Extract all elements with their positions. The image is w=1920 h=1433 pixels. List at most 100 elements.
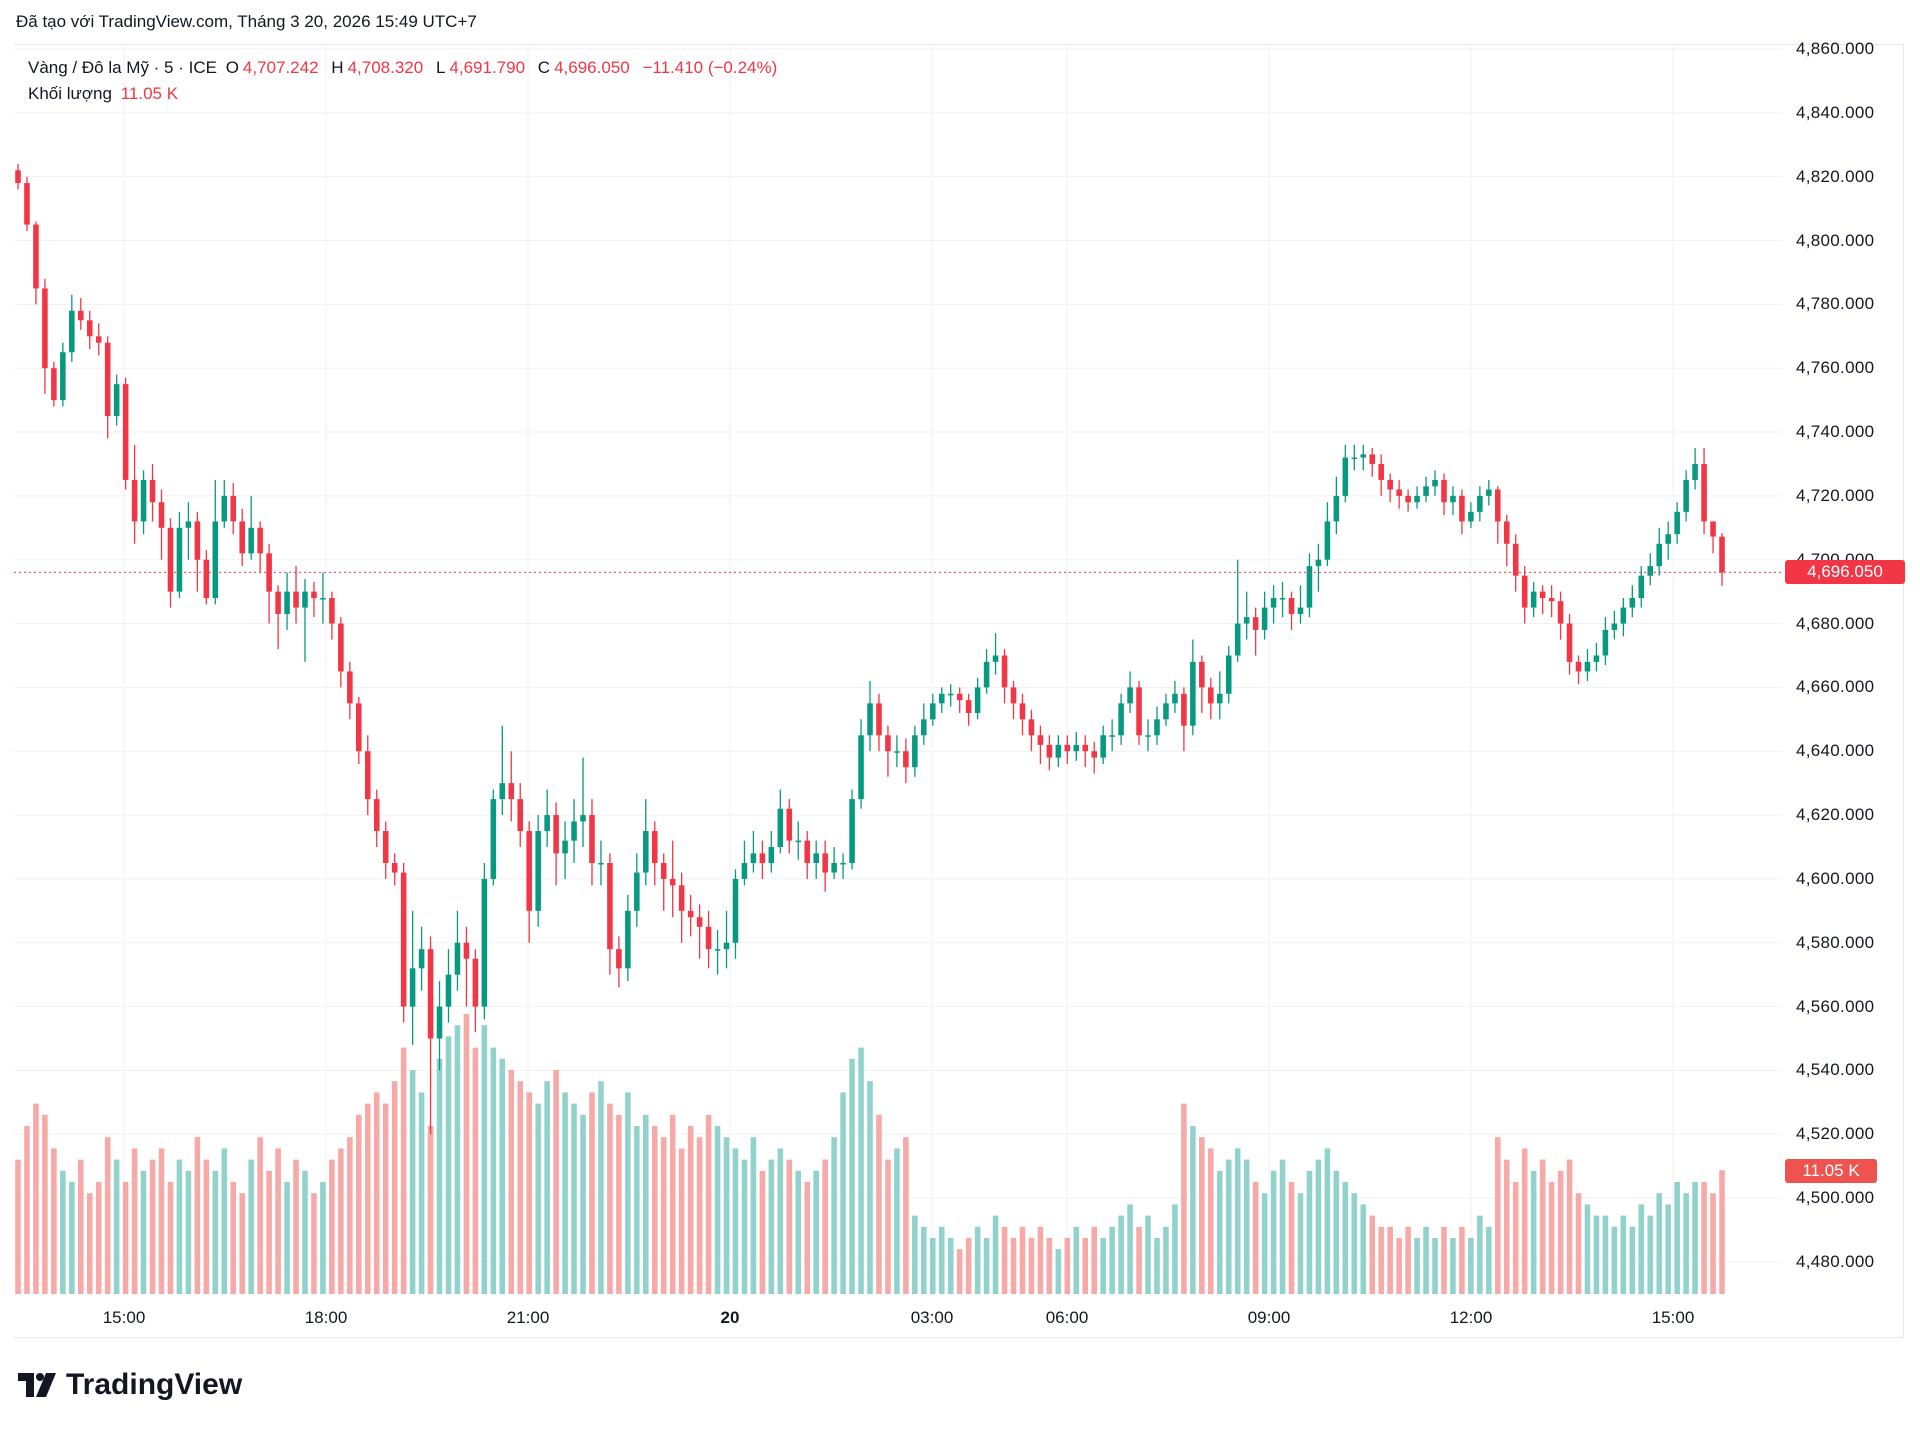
candle[interactable] bbox=[867, 681, 873, 752]
candle[interactable] bbox=[95, 323, 102, 356]
candle[interactable] bbox=[167, 518, 174, 608]
candle[interactable] bbox=[768, 831, 775, 873]
candle[interactable] bbox=[813, 840, 819, 879]
candle[interactable] bbox=[418, 926, 425, 991]
candle[interactable] bbox=[1315, 543, 1322, 592]
candle[interactable] bbox=[580, 757, 586, 847]
candle[interactable] bbox=[1683, 470, 1689, 522]
candle[interactable] bbox=[1602, 617, 1609, 666]
candle[interactable] bbox=[427, 936, 434, 1135]
candle[interactable] bbox=[356, 696, 362, 765]
candle[interactable] bbox=[894, 735, 900, 768]
candle[interactable] bbox=[51, 361, 57, 407]
candle[interactable] bbox=[311, 582, 317, 618]
candle[interactable] bbox=[956, 687, 963, 713]
candle[interactable] bbox=[400, 862, 407, 1023]
candle[interactable] bbox=[391, 853, 398, 886]
candle[interactable] bbox=[338, 617, 344, 688]
candle[interactable] bbox=[1486, 479, 1492, 506]
candle[interactable] bbox=[481, 862, 488, 1020]
candle[interactable] bbox=[445, 949, 452, 1023]
candle[interactable] bbox=[1647, 553, 1654, 586]
candle[interactable] bbox=[795, 821, 802, 860]
candle[interactable] bbox=[1118, 693, 1124, 745]
candle[interactable] bbox=[373, 789, 380, 847]
candle[interactable] bbox=[1252, 607, 1259, 656]
candle[interactable] bbox=[1261, 591, 1268, 640]
candle[interactable] bbox=[822, 840, 828, 892]
tradingview-logo[interactable]: TradingView bbox=[18, 1368, 242, 1402]
candle[interactable] bbox=[1351, 444, 1358, 471]
candle[interactable] bbox=[1181, 687, 1187, 752]
candle[interactable] bbox=[1620, 598, 1627, 637]
candle[interactable] bbox=[1665, 521, 1671, 560]
candle[interactable] bbox=[1593, 642, 1600, 672]
candle[interactable] bbox=[723, 910, 730, 969]
candle[interactable] bbox=[104, 336, 111, 439]
candle[interactable] bbox=[1010, 681, 1017, 720]
candle[interactable] bbox=[1530, 582, 1537, 618]
candle[interactable] bbox=[544, 789, 550, 847]
candle[interactable] bbox=[1324, 502, 1331, 567]
symbol-label[interactable]: Vàng / Đô la Mỹ · 5 · ICE bbox=[28, 58, 217, 77]
candle[interactable] bbox=[1405, 489, 1411, 512]
candle[interactable] bbox=[1674, 502, 1680, 544]
candle[interactable] bbox=[490, 789, 497, 886]
candle[interactable] bbox=[382, 821, 389, 879]
candle[interactable] bbox=[1566, 613, 1573, 675]
candle[interactable] bbox=[86, 310, 93, 350]
candle[interactable] bbox=[1028, 709, 1035, 752]
candle[interactable] bbox=[983, 649, 990, 694]
candle[interactable] bbox=[1109, 719, 1115, 752]
candle[interactable] bbox=[1360, 444, 1367, 471]
candle[interactable] bbox=[849, 789, 855, 870]
candle[interactable] bbox=[266, 543, 272, 624]
candle[interactable] bbox=[571, 799, 577, 863]
candle[interactable] bbox=[1306, 553, 1313, 618]
candle[interactable] bbox=[24, 176, 30, 231]
candle[interactable] bbox=[212, 479, 219, 605]
candle[interactable] bbox=[831, 847, 837, 879]
candle[interactable] bbox=[1046, 735, 1053, 771]
candle[interactable] bbox=[158, 489, 165, 560]
candle[interactable] bbox=[1450, 486, 1456, 516]
candle[interactable] bbox=[33, 221, 39, 305]
candle[interactable] bbox=[1199, 655, 1205, 713]
candle[interactable] bbox=[1019, 693, 1026, 736]
candle[interactable] bbox=[562, 821, 568, 879]
candle[interactable] bbox=[517, 783, 524, 847]
candle[interactable] bbox=[1001, 649, 1008, 704]
candle[interactable] bbox=[696, 904, 703, 959]
candle[interactable] bbox=[759, 840, 766, 879]
candle[interactable] bbox=[320, 572, 326, 624]
candle[interactable] bbox=[840, 853, 846, 879]
candle[interactable] bbox=[239, 508, 245, 567]
candle[interactable] bbox=[248, 495, 254, 560]
candle[interactable] bbox=[1638, 566, 1645, 608]
candle[interactable] bbox=[1243, 591, 1250, 640]
candle[interactable] bbox=[992, 633, 999, 675]
candle[interactable] bbox=[1432, 470, 1438, 496]
candle[interactable] bbox=[1225, 645, 1232, 704]
candle[interactable] bbox=[42, 278, 48, 394]
candle[interactable] bbox=[1584, 649, 1591, 682]
candle[interactable] bbox=[643, 799, 649, 886]
candle[interactable] bbox=[1163, 693, 1169, 726]
candle[interactable] bbox=[1342, 444, 1349, 503]
candle[interactable] bbox=[705, 910, 712, 969]
candle[interactable] bbox=[1477, 486, 1483, 522]
candle[interactable] bbox=[526, 821, 532, 943]
candle[interactable] bbox=[185, 502, 192, 560]
candle[interactable] bbox=[1629, 585, 1636, 618]
candle[interactable] bbox=[634, 853, 640, 927]
candle[interactable] bbox=[230, 483, 237, 535]
candle[interactable] bbox=[1611, 610, 1618, 640]
candle[interactable] bbox=[660, 853, 667, 911]
volume-label[interactable]: Khối lượng bbox=[28, 84, 112, 103]
candle[interactable] bbox=[194, 511, 201, 592]
candle[interactable] bbox=[1270, 585, 1277, 624]
candle[interactable] bbox=[1575, 655, 1582, 685]
candle[interactable] bbox=[804, 831, 811, 879]
candle[interactable] bbox=[1503, 515, 1510, 567]
candle[interactable] bbox=[607, 853, 613, 975]
